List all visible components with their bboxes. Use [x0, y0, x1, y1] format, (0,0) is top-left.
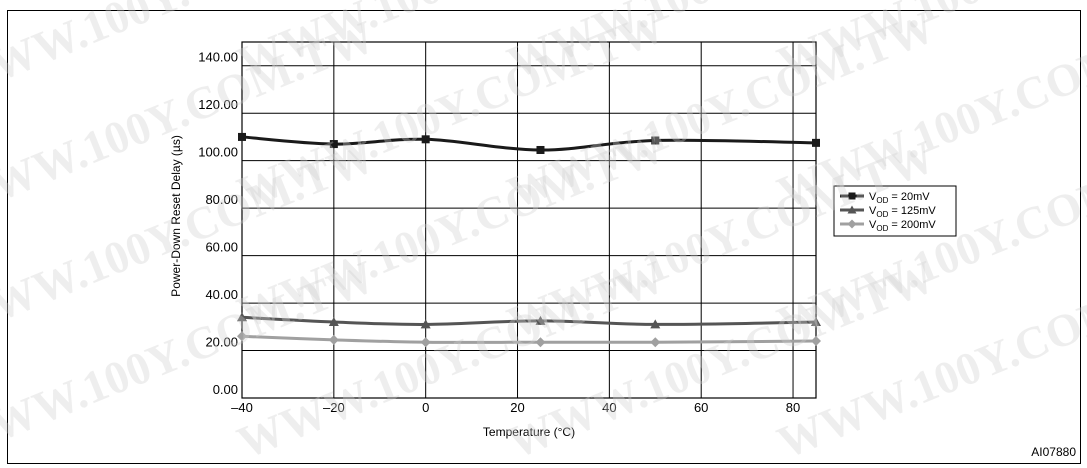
plot-area [241, 41, 817, 399]
y-tick-label: 140.00 [198, 50, 238, 65]
data-point [535, 337, 546, 348]
data-point [329, 140, 338, 149]
x-tick-label: 80 [786, 400, 800, 415]
data-point [535, 315, 546, 325]
data-point [536, 145, 545, 154]
series-2 [237, 312, 821, 329]
grid [241, 42, 816, 399]
data-point [328, 334, 339, 345]
y-tick-label: 60.00 [205, 240, 238, 255]
series-3 [237, 331, 821, 348]
legend-label: VOD = 125mV [869, 205, 936, 219]
data-point [421, 135, 430, 144]
y-tick-label: 40.00 [205, 287, 238, 302]
figure-frame [7, 10, 1081, 464]
x-tick-label: –40 [231, 400, 253, 415]
data-point [651, 136, 660, 145]
data-point [812, 138, 820, 147]
x-tick-label: 40 [602, 400, 616, 415]
y-tick-label: 120.00 [198, 97, 238, 112]
data-point [811, 317, 821, 327]
tick-labels: 0.00 20.00 40.00 60.00 80.00 100.00 120.00 140.… [198, 50, 800, 415]
x-tick-label: –20 [323, 400, 345, 415]
y-axis-label: Power-Down Reset Delay (µs) [169, 135, 183, 297]
data-point [650, 337, 661, 348]
y-tick-label: 0.00 [213, 382, 238, 397]
series-line [241, 135, 817, 152]
series-line [241, 315, 817, 326]
data-point [328, 317, 339, 327]
legend-marker [848, 192, 856, 200]
legend-item: VOD = 125mV [840, 205, 936, 219]
x-axis-label: Temperature (°C) [483, 425, 575, 439]
data-point [238, 132, 246, 141]
data-point [237, 331, 247, 342]
data-point [811, 336, 821, 347]
series-layer [237, 132, 821, 348]
figure-id: AI07880 [1031, 445, 1076, 459]
y-tick-label: 80.00 [205, 192, 238, 207]
y-tick-label: 100.00 [198, 145, 238, 160]
legend-marker [847, 219, 857, 229]
legend-marker [847, 205, 857, 214]
x-tick-label: 0 [422, 400, 429, 415]
y-tick-label: 20.00 [205, 335, 238, 350]
data-point [650, 319, 661, 329]
data-point [237, 312, 247, 322]
x-tick-label: 60 [694, 400, 708, 415]
data-point [420, 319, 431, 329]
data-point [420, 337, 431, 348]
legend-item: VOD = 200mV [840, 219, 936, 233]
series-1 [238, 132, 820, 154]
series-line [241, 334, 817, 344]
x-tick-label: 20 [510, 400, 524, 415]
